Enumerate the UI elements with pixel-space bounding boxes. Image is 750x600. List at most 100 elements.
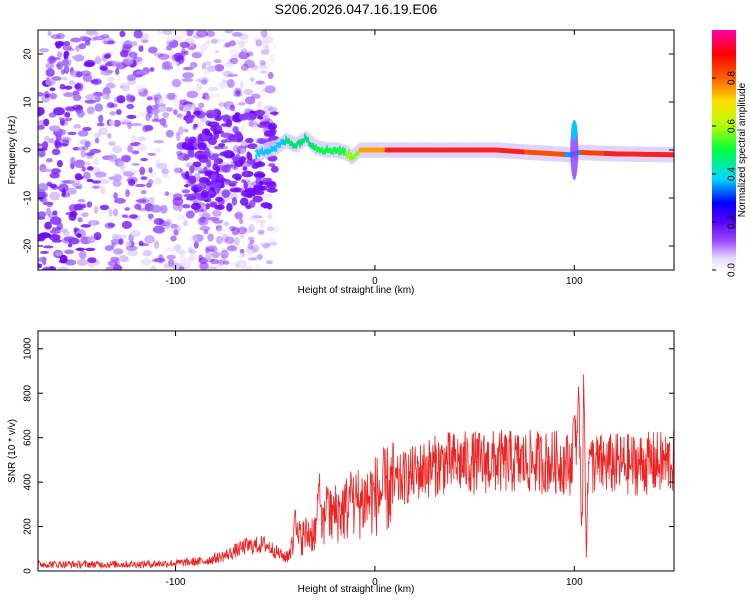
spectrogram-noise-blob [209, 187, 215, 191]
spectrogram-noise-blob [143, 32, 150, 38]
spectrogram-noise-blob [135, 84, 146, 93]
spectrogram-noise-blob [184, 184, 189, 188]
spectrogram-signal-ridge [610, 151, 613, 157]
spectrogram-signal-ridge [417, 147, 420, 153]
spectrogram-noise-blob [248, 83, 259, 87]
spectrogram-noise-blob [38, 256, 47, 263]
spectrogram-signal-ridge [439, 147, 442, 153]
spectrogram-noise-blob [160, 204, 168, 214]
spectrogram-signal-ridge [540, 150, 543, 156]
spectrogram-noise-blob [78, 43, 86, 50]
spectrogram-noise-blob [188, 136, 197, 144]
spectrogram-noise-blob [159, 105, 168, 112]
spectrogram-signal-ridge [431, 147, 434, 153]
spectrogram-noise-blob [45, 207, 52, 216]
spectrogram-noise-blob [221, 233, 229, 243]
spectrogram-noise-blob [78, 250, 87, 260]
spectrogram-noise-blob [181, 78, 194, 82]
spectrogram-noise-blob [47, 266, 57, 270]
spectrogram-noise-blob [230, 238, 236, 247]
spectrogram-noise-blob [121, 214, 128, 218]
spectrogram-noise-blob [220, 249, 229, 259]
spectrogram-noise-blob [173, 109, 178, 115]
spectrogram-noise-blob [222, 79, 232, 84]
spectrogram-signal-ridge [324, 149, 326, 155]
spectrogram-signal-ridge [457, 147, 460, 153]
spectrogram-signal-ridge [312, 142, 314, 148]
snr-background [38, 331, 674, 571]
spectrogram-noise-blob [237, 226, 248, 235]
spectrogram-noise-blob [231, 197, 238, 206]
spectrogram-signal-ridge [480, 147, 483, 153]
spectrogram-signal-ridge [665, 152, 667, 158]
spectrogram-noise-blob [40, 192, 48, 199]
spectrogram-noise-blob [68, 204, 78, 213]
spectrogram-signal-ridge [514, 148, 517, 154]
spectrogram-noise-blob [171, 53, 183, 62]
spectrogram-signal-ridge [414, 147, 417, 153]
spectrogram-noise-blob [224, 42, 231, 48]
spectrogram-noise-blob [218, 81, 229, 90]
spectrogram-noise-blob [251, 215, 262, 219]
spectrogram-noise-blob [42, 198, 48, 203]
spectrogram-noise-blob [40, 168, 52, 172]
spectrogram-noise-blob [64, 85, 73, 90]
spectrogram-noise-blob [208, 155, 220, 161]
spectrogram-signal-ridge [300, 138, 302, 144]
spectrogram-noise-blob [161, 173, 170, 179]
spectrogram-signal-ridge [409, 147, 412, 153]
spectrogram-signal-ridge [339, 146, 341, 151]
spectrogram-signal-ridge [448, 147, 451, 153]
spectrogram-noise-blob [251, 164, 260, 169]
spectrogram-noise-blob [49, 172, 60, 179]
spectrogram-noise-blob [223, 221, 230, 226]
spectrogram-noise-blob [113, 119, 122, 127]
spectrogram-signal-ridge [488, 147, 491, 153]
spectrogram-signal-ridge [274, 145, 277, 150]
spectrogram-noise-blob [252, 119, 260, 124]
spectrogram-noise-blob [200, 207, 208, 213]
spectrogram-signal-ridge [397, 147, 400, 153]
spectrogram-noise-blob [165, 92, 176, 100]
spectrogram-noise-blob [181, 189, 191, 194]
spectrogram-noise-blob [252, 195, 263, 203]
spectrogram-noise-blob [154, 257, 166, 263]
spectrogram-noise-blob [63, 50, 70, 57]
spectrogram-noise-blob [232, 126, 239, 133]
spectrogram-signal-ridge [647, 151, 649, 157]
spectrogram-signal-ridge [441, 147, 444, 153]
snr-ytick-label: 400 [23, 473, 34, 490]
spectrogram-signal-ridge [670, 152, 672, 158]
spectrogram-signal-ridge [395, 147, 398, 153]
spectrogram-noise-blob [126, 94, 136, 103]
spectrogram-noise-blob [226, 245, 238, 252]
spectrogram-signal-ridge [551, 151, 554, 157]
spectrogram-signal-ridge [259, 149, 262, 154]
spectrogram-noise-blob [231, 173, 242, 180]
spectrogram-noise-blob [138, 45, 144, 52]
spectrogram-noise-blob [94, 137, 100, 144]
spectrogram-signal-ridge [372, 147, 375, 153]
spectrogram-signal-ridge [358, 147, 361, 153]
spectrogram-noise-blob [178, 266, 185, 270]
spectrogram-noise-blob [126, 176, 138, 184]
spectrogram-noise-blob [246, 51, 254, 57]
snr-ytick-label: 800 [23, 384, 34, 401]
spectrogram-signal-ridge [527, 149, 530, 155]
spectrogram-noise-blob [195, 82, 203, 92]
spectrogram-noise-blob [38, 147, 44, 156]
spectrogram-noise-blob [255, 39, 263, 47]
spectrogram-noise-blob [257, 229, 265, 235]
spectrogram-noise-blob [136, 143, 147, 152]
spectrogram-signal-ridge [291, 141, 294, 147]
spectrogram-signal-ridge [659, 152, 661, 157]
spectrogram-noise-blob [133, 30, 143, 39]
spectrogram-noise-blob [238, 51, 250, 60]
spectrogram-signal-ridge [429, 147, 432, 153]
spectrogram-signal-ridge [451, 147, 454, 153]
spectrogram-noise-blob [218, 102, 227, 107]
spectrogram-signal-ridge [607, 151, 610, 156]
spectrogram-signal-ridge [509, 148, 512, 154]
spectrogram-noise-blob [77, 217, 83, 223]
